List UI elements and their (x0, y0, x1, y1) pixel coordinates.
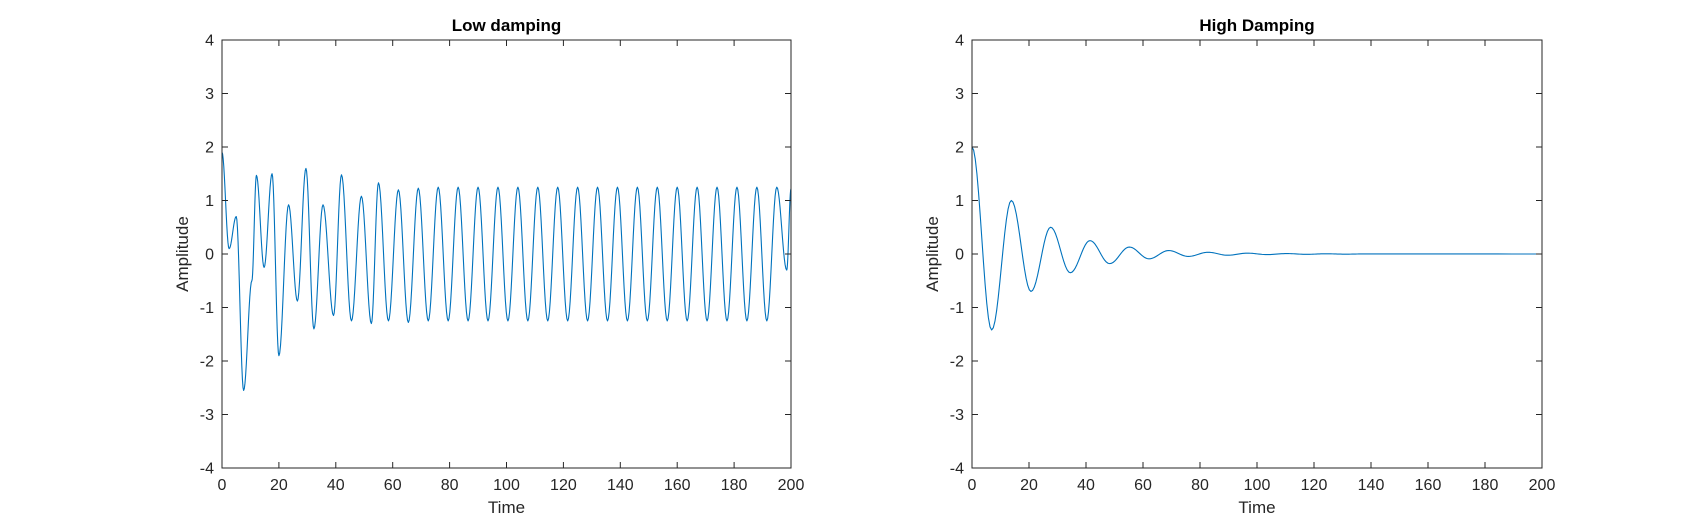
chart-panel-1: 0 20 40 60 80 100 120 140 160 180 200 -4 -3 -2 -1 0 1 2 3 4… (173, 16, 804, 517)
y-tick-label: -4 (200, 461, 214, 478)
y-tick-label: -4 (950, 461, 964, 478)
x-tick-label: 160 (664, 477, 691, 494)
y-tick-label: 0 (955, 247, 964, 264)
x-tick-label: 40 (327, 477, 345, 494)
x-tick-label: 160 (1415, 477, 1442, 494)
x-tick-label: 100 (1244, 477, 1271, 494)
y-tick-label: 3 (205, 86, 214, 103)
x-tick-label: 140 (1358, 477, 1385, 494)
chart-panel-2: 0 20 40 60 80 100 120 140 160 180 200 -4 -3 -2 -1 0 1 2 3 4… (923, 16, 1555, 517)
y-tick-label: -1 (950, 300, 964, 317)
x-tick-label: 60 (384, 477, 402, 494)
y-tick-label: -3 (200, 407, 214, 424)
y-tick-label: -2 (200, 354, 214, 371)
x-tick-label: 0 (218, 477, 227, 494)
y-tick-label: 0 (205, 247, 214, 264)
series-line (221, 152, 792, 391)
x-tick-label: 140 (607, 477, 634, 494)
x-axis-label: Time (488, 498, 525, 517)
x-tick-label: 100 (493, 477, 520, 494)
x-tick-label: 20 (270, 477, 288, 494)
y-axis-label: Amplitude (173, 216, 192, 292)
y-tick-label: -2 (950, 354, 964, 371)
x-tick-label: 80 (441, 477, 459, 494)
y-tick-label: -1 (200, 300, 214, 317)
x-tick-label: 200 (778, 477, 805, 494)
x-axis-label: Time (1238, 498, 1275, 517)
y-axis-label: Amplitude (923, 216, 942, 292)
y-tick-label: -3 (950, 407, 964, 424)
x-tick-label: 60 (1134, 477, 1152, 494)
y-tick-label: 4 (205, 33, 214, 50)
x-tick-label: 120 (1301, 477, 1328, 494)
x-tick-label: 180 (1472, 477, 1499, 494)
y-tick-label: 1 (955, 193, 964, 210)
y-tick-label: 4 (955, 33, 964, 50)
y-tick-label: 2 (955, 140, 964, 157)
x-tick-label: 40 (1077, 477, 1095, 494)
chart-title: High Damping (1199, 16, 1314, 35)
y-tick-label: 1 (205, 193, 214, 210)
x-tick-label: 80 (1191, 477, 1209, 494)
x-tick-label: 200 (1529, 477, 1556, 494)
y-tick-label: 3 (955, 86, 964, 103)
x-tick-label: 20 (1020, 477, 1038, 494)
series-line (971, 146, 1542, 331)
x-tick-label: 0 (968, 477, 977, 494)
x-tick-label: 120 (550, 477, 577, 494)
chart-title: Low damping (452, 16, 562, 35)
x-tick-label: 180 (721, 477, 748, 494)
plot-area (222, 40, 791, 468)
y-tick-label: 2 (205, 140, 214, 157)
